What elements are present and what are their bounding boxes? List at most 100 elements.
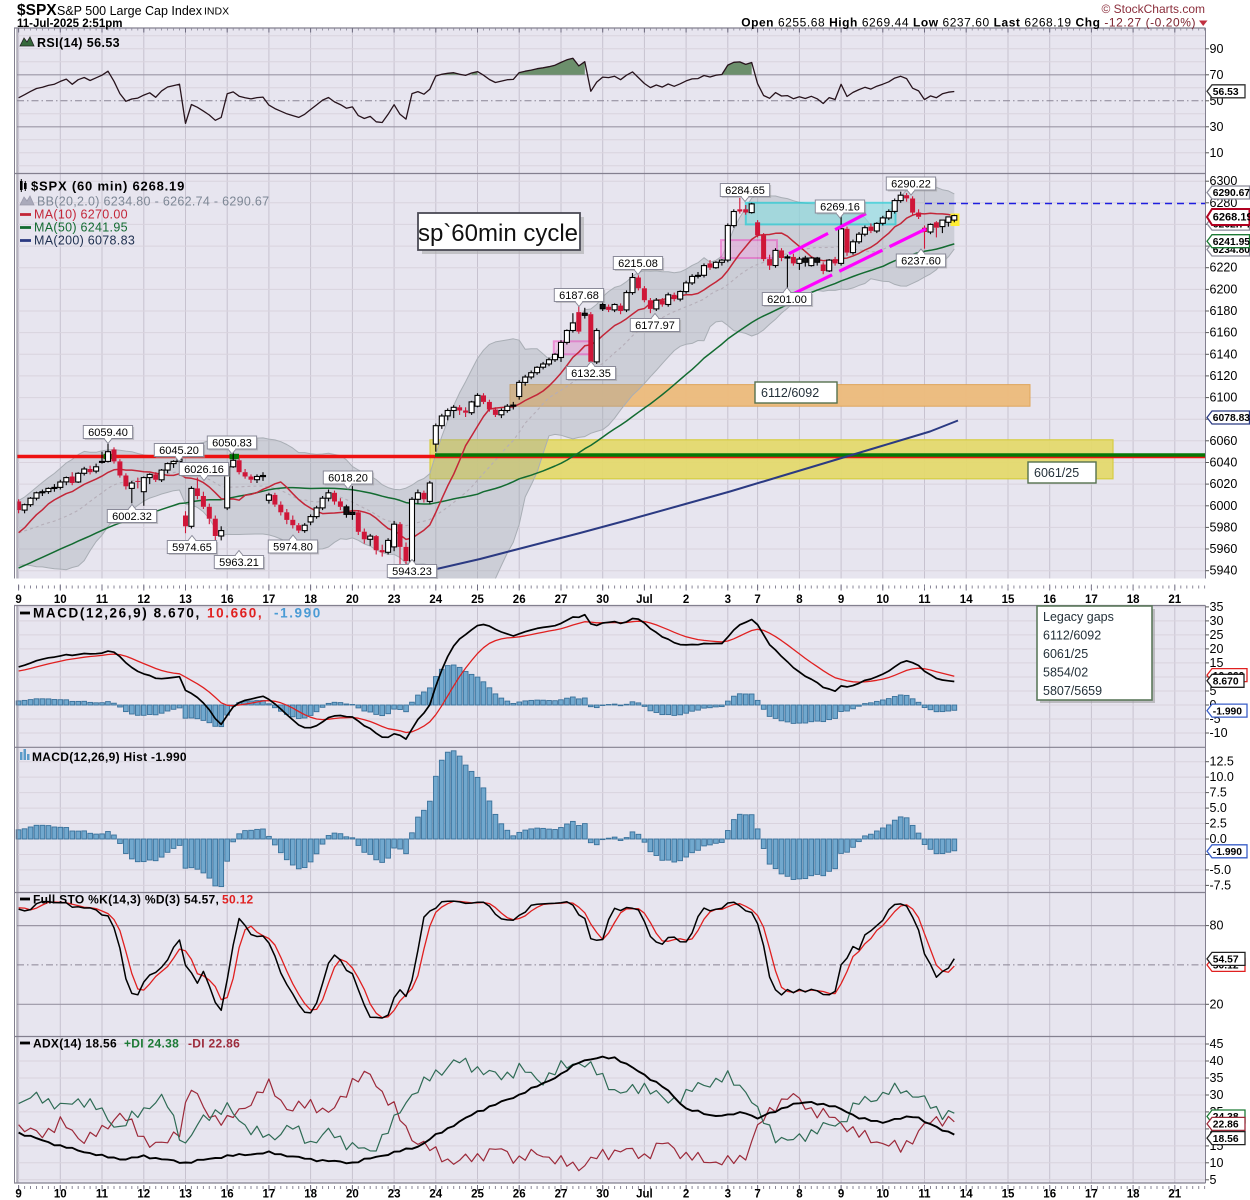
svg-text:6078.83: 6078.83 [1213,413,1250,424]
svg-text:6045.20: 6045.20 [159,445,199,457]
svg-text:+DI 24.38: +DI 24.38 [124,1037,179,1051]
svg-text:11-Jul-2025 2:51pm: 11-Jul-2025 2:51pm [17,18,122,30]
svg-text:18.56: 18.56 [1213,1134,1239,1145]
svg-text:15: 15 [1002,1189,1015,1200]
svg-text:10: 10 [1210,146,1224,160]
svg-text:27: 27 [555,1189,568,1200]
svg-text:2: 2 [683,594,689,606]
svg-text:14: 14 [960,1189,973,1200]
svg-text:6061/25: 6061/25 [1034,466,1079,480]
svg-text:-7.5: -7.5 [1210,878,1232,892]
svg-text:5960: 5960 [1210,542,1238,556]
svg-text:6237.60: 6237.60 [901,256,941,268]
svg-text:6112/6092: 6112/6092 [1043,629,1101,643]
svg-text:25: 25 [471,594,484,606]
svg-text:5974.80: 5974.80 [273,542,313,554]
svg-text:-1.990: -1.990 [274,606,322,621]
svg-text:56.53: 56.53 [1213,87,1239,98]
svg-text:6120: 6120 [1210,369,1238,383]
svg-text:6140: 6140 [1210,347,1238,361]
svg-text:6290.22: 6290.22 [891,179,931,191]
svg-text:35: 35 [1210,600,1224,614]
svg-text:6284.65: 6284.65 [725,185,765,197]
svg-text:MA(50) 6241.95: MA(50) 6241.95 [34,221,128,235]
svg-text:7: 7 [754,594,760,606]
svg-text:6061/25: 6061/25 [1043,647,1088,661]
svg-text:5854/02: 5854/02 [1043,666,1088,680]
svg-text:17: 17 [263,594,276,606]
svg-text:9: 9 [838,1189,844,1200]
svg-text:6187.68: 6187.68 [559,290,599,302]
svg-text:40: 40 [1210,1054,1224,1068]
svg-text:16: 16 [221,1189,234,1200]
svg-text:80: 80 [1210,919,1224,933]
svg-text:10: 10 [876,1189,889,1200]
svg-text:50.12: 50.12 [222,893,254,907]
svg-text:5: 5 [1210,1173,1217,1187]
svg-text:12: 12 [137,1189,150,1200]
svg-text:13: 13 [179,594,192,606]
svg-text:24: 24 [429,1189,442,1200]
svg-text:S&P 500 Large Cap Index: S&P 500 Large Cap Index [57,4,203,18]
svg-text:8: 8 [796,594,803,606]
svg-text:Open 6255.68 High 6269.44 Low: Open 6255.68 High 6269.44 Low 6237.60 La… [741,16,1196,30]
svg-text:6160: 6160 [1210,326,1238,340]
svg-text:5943.23: 5943.23 [392,566,432,578]
svg-text:6300: 6300 [1210,174,1238,188]
svg-text:6234.80: 6234.80 [1213,245,1250,256]
svg-text:12.5: 12.5 [1210,755,1234,769]
svg-text:12: 12 [137,594,150,606]
svg-text:6201.00: 6201.00 [767,294,807,306]
svg-text:3: 3 [725,594,731,606]
svg-text:35: 35 [1210,1071,1224,1085]
svg-text:9: 9 [838,594,844,606]
svg-text:6268.19: 6268.19 [1213,212,1250,224]
svg-text:3: 3 [725,1189,731,1200]
svg-text:10.0: 10.0 [1210,770,1234,784]
svg-text:11: 11 [918,1189,931,1200]
svg-text:10: 10 [876,594,889,606]
svg-text:26: 26 [513,1189,526,1200]
svg-text:5940: 5940 [1210,564,1238,578]
svg-text:6018.20: 6018.20 [328,473,368,485]
svg-text:6269.16: 6269.16 [820,202,860,214]
svg-text:20: 20 [346,1189,359,1200]
svg-text:70: 70 [1210,68,1224,82]
svg-text:45: 45 [1210,1037,1224,1051]
svg-text:-DI 22.86: -DI 22.86 [188,1037,240,1051]
svg-text:30: 30 [1210,614,1224,628]
svg-text:ADX(14) 18.56: ADX(14) 18.56 [33,1037,117,1051]
svg-text:$SPX (60 min) 6268.19: $SPX (60 min) 6268.19 [31,179,185,194]
svg-text:2: 2 [683,1189,689,1200]
svg-text:6132.35: 6132.35 [571,368,611,380]
svg-text:5807/5659: 5807/5659 [1043,684,1102,698]
svg-text:Jul: Jul [636,594,653,606]
svg-text:-5: -5 [1210,712,1221,726]
svg-text:11: 11 [918,594,931,606]
svg-text:6100: 6100 [1210,391,1238,405]
svg-text:RSI(14) 56.53: RSI(14) 56.53 [37,36,120,50]
svg-text:23: 23 [388,594,401,606]
svg-text:MA(200) 6078.83: MA(200) 6078.83 [34,234,135,248]
svg-text:0.0: 0.0 [1210,832,1227,846]
svg-text:6177.97: 6177.97 [635,320,675,332]
svg-text:© StockCharts.com: © StockCharts.com [1101,2,1205,16]
svg-text:23: 23 [388,1189,401,1200]
svg-text:INDX: INDX [204,6,229,18]
svg-text:8.670: 8.670 [1213,677,1239,688]
svg-text:21: 21 [1168,594,1181,606]
svg-text:26: 26 [513,594,526,606]
svg-text:5: 5 [1210,684,1217,698]
svg-text:17: 17 [1085,594,1098,606]
svg-text:50.12: 50.12 [1213,961,1239,972]
svg-text:MACD(12,26,9) 8.670,: MACD(12,26,9) 8.670, [33,606,201,621]
svg-text:7: 7 [754,1189,760,1200]
svg-text:9: 9 [15,594,21,606]
svg-text:18: 18 [304,594,317,606]
svg-text:18: 18 [1127,594,1140,606]
svg-text:sp`60min cycle: sp`60min cycle [418,220,578,247]
svg-text:6180: 6180 [1210,304,1238,318]
svg-text:15: 15 [1002,594,1015,606]
svg-text:10: 10 [54,594,67,606]
svg-text:16: 16 [1043,1189,1056,1200]
